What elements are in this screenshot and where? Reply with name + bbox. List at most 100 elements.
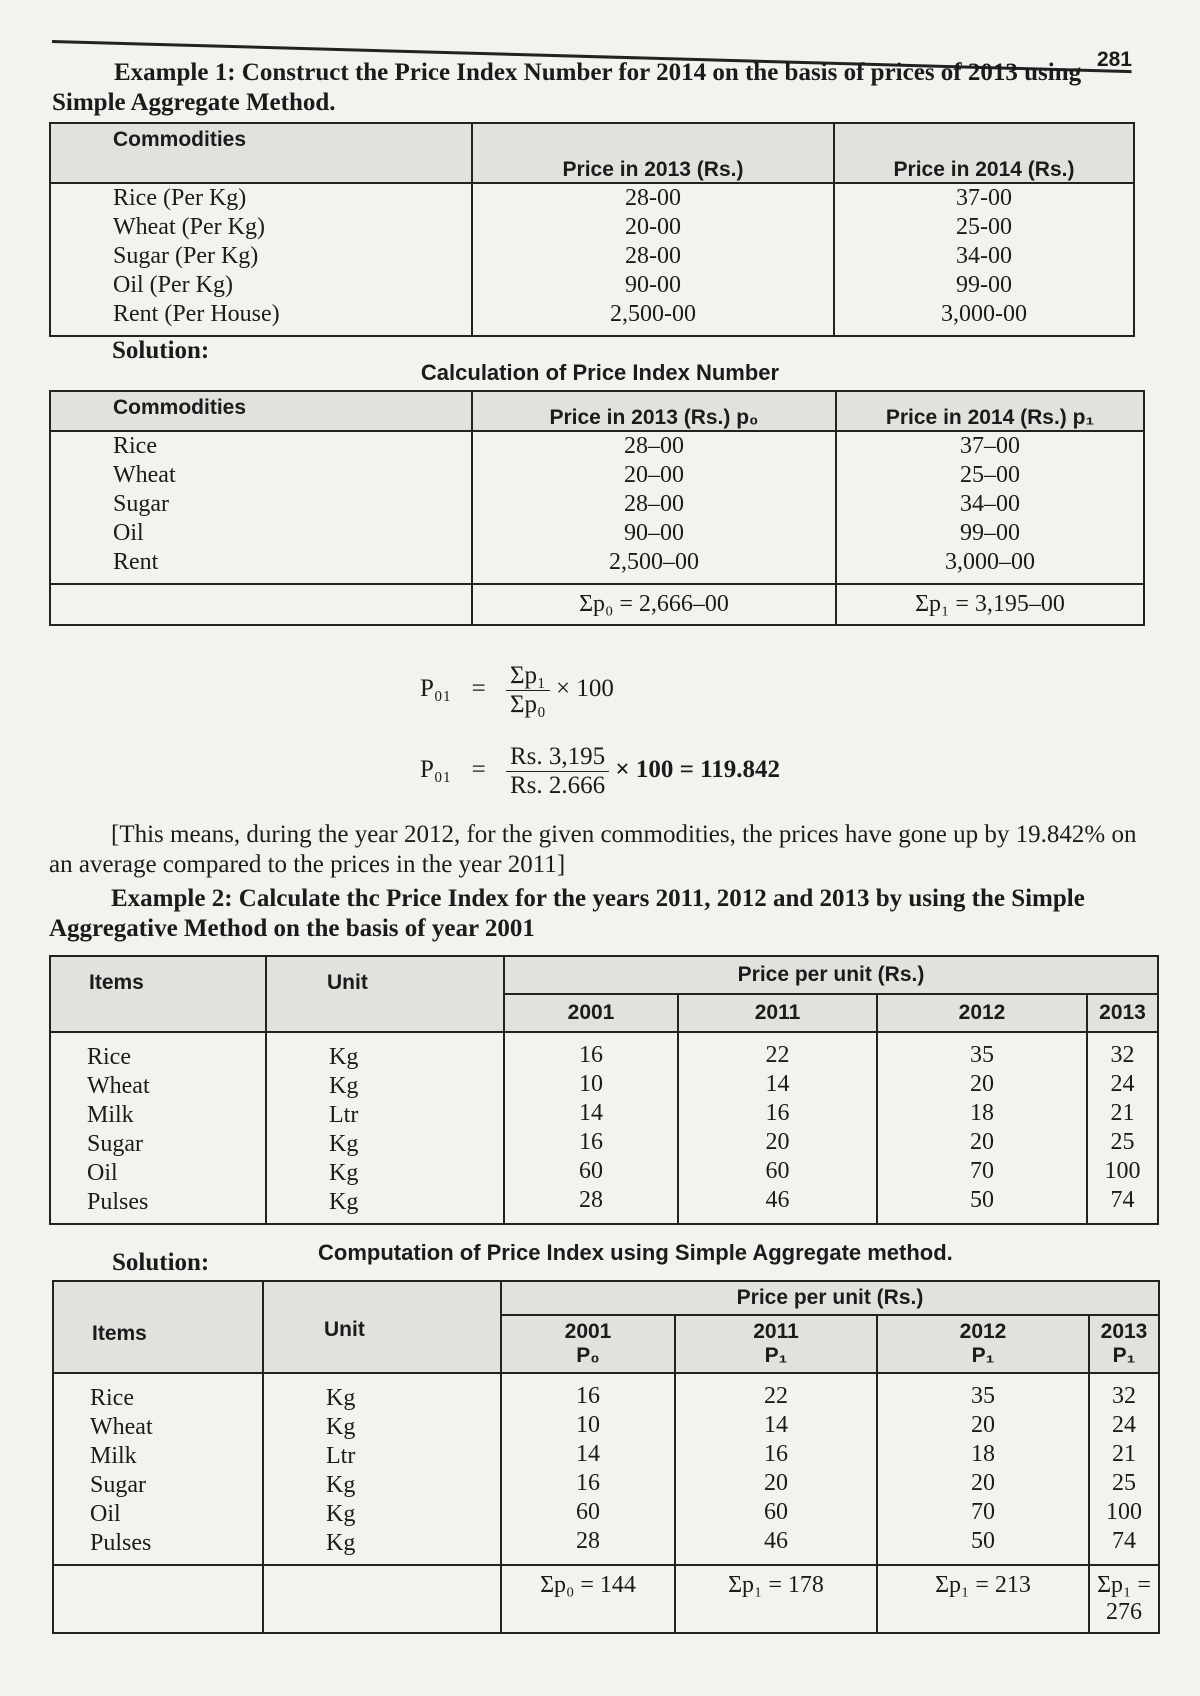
table-cell: 22 (764, 1383, 788, 1409)
table-cell: 37–00 (960, 433, 1020, 459)
table-cell: 99–00 (960, 520, 1020, 546)
sum-2013: Σp₁ = 276 (1088, 1564, 1160, 1633)
table-cell: 100 (1104, 1158, 1141, 1184)
table-cell: 20-00 (625, 214, 681, 240)
formula-eq: = (471, 675, 486, 703)
example2-table: Items Unit Price per unit (Rs.) 2001 201… (49, 955, 1159, 1225)
table-cell: Sugar (Per Kg) (113, 243, 259, 269)
table-cell: 28 (576, 1528, 600, 1554)
year-2013-column: 32 24 21 25 100 74 (1088, 1373, 1160, 1565)
year-header: 2013 (1086, 994, 1159, 1033)
table-cell: 46 (765, 1187, 790, 1213)
sum-cell (262, 1564, 502, 1633)
year-2001-column: 16 10 14 16 60 28 (500, 1373, 676, 1565)
table-cell: 70 (971, 1499, 995, 1525)
table-cell: Wheat (Per Kg) (113, 214, 265, 240)
table-cell: Oil (113, 520, 144, 546)
table-cell: 18 (970, 1100, 994, 1126)
solution-label: Solution: (112, 1249, 210, 1276)
table-cell: Kg (326, 1414, 356, 1440)
formula-1: P₀₁ = Σp₁ Σp₀ × 100 (420, 662, 614, 719)
table-cell: Kg (326, 1501, 356, 1527)
table-cell: 14 (579, 1100, 603, 1126)
table-cell: 74 (1110, 1187, 1135, 1213)
table-cell: Kg (326, 1385, 356, 1411)
table-cell: 14 (764, 1412, 788, 1438)
table-cell: Rice (90, 1385, 134, 1411)
table-cell: 90-00 (625, 272, 681, 298)
table-cell: Oil (90, 1501, 121, 1527)
col-header: Price per unit (Rs.) (503, 956, 1159, 995)
year-2012-column: 35 20 18 20 70 50 (876, 1373, 1090, 1565)
col-header: Price in 2013 (Rs.) p₀ (471, 391, 837, 432)
table-cell: 20 (971, 1470, 995, 1496)
table-cell: 25-00 (956, 214, 1012, 240)
table-cell: Kg (329, 1044, 359, 1070)
symbol-header: P₁ (876, 1344, 1090, 1374)
formula-tail: × 100 (555, 675, 614, 703)
table-cell: 100 (1106, 1499, 1142, 1525)
year-2012-column: 35 20 18 20 70 50 (876, 1032, 1088, 1224)
formula-2: P₀₁ = Rs. 3,195 Rs. 2.666 × 100 = 119.84… (420, 743, 780, 800)
example1-table: Commodities Price in 2013 (Rs.) Price in… (49, 122, 1135, 337)
table-cell: 16 (764, 1441, 788, 1467)
table-cell: 28-00 (625, 185, 681, 211)
table-cell: 20 (970, 1129, 994, 1155)
table-cell: 35 (970, 1042, 994, 1068)
table-cell: Sugar (113, 491, 169, 517)
table-cell: 20–00 (624, 462, 684, 488)
table-cell: Ltr (329, 1102, 359, 1128)
fraction: Σp₁ Σp₀ (505, 662, 550, 719)
table-cell: 10 (579, 1071, 603, 1097)
table-cell: 99-00 (956, 272, 1012, 298)
table-cell: 28-00 (625, 243, 681, 269)
table-cell: Pulses (90, 1530, 152, 1556)
table-cell: 28–00 (624, 491, 684, 517)
table-cell: 37-00 (956, 185, 1012, 211)
table-cell: Oil (Per Kg) (113, 272, 233, 298)
table-cell: Rent (113, 549, 159, 575)
table-cell: Sugar (90, 1472, 146, 1498)
example2-solution-table: Items Unit Price per unit (Rs.) 2001 201… (52, 1280, 1160, 1634)
year-header: 2012 (876, 994, 1088, 1033)
year-2001-column: 16 10 14 16 60 28 (503, 1032, 679, 1224)
year-header: 2013 (1088, 1315, 1160, 1344)
example1-title: Example 1: Construct the Price Index Num… (52, 59, 1082, 116)
table-cell: 20 (765, 1129, 790, 1155)
col-header: Price per unit (Rs.) (500, 1281, 1160, 1316)
table-cell: 3,000–00 (945, 549, 1035, 575)
table-cell: 20 (971, 1412, 995, 1438)
table-cell: 3,000-00 (941, 301, 1027, 327)
symbol-header: P₁ (1088, 1344, 1160, 1374)
table-cell: 2,500–00 (609, 549, 699, 575)
table-cell: 10 (576, 1412, 600, 1438)
table-cell: 74 (1112, 1528, 1136, 1554)
col-header: Unit (265, 956, 505, 1033)
col-header: Items (52, 1281, 264, 1374)
table-cell: 20 (970, 1071, 994, 1097)
sum-2012: Σp₁ = 213 (876, 1564, 1090, 1633)
table-cell: 32 (1112, 1383, 1136, 1409)
table-cell: 34–00 (960, 491, 1020, 517)
table-cell: Wheat (113, 462, 176, 488)
table-cell: 24 (1110, 1071, 1135, 1097)
table-cell: 14 (765, 1071, 790, 1097)
col-header: Price in 2014 (Rs.) p₁ (835, 391, 1145, 432)
table-cell: Wheat (87, 1073, 150, 1099)
year-header: 2001 (503, 994, 679, 1033)
unit-column: Kg Kg Ltr Kg Kg Kg (265, 1032, 505, 1224)
table-caption: Computation of Price Index using Simple … (318, 1240, 953, 1265)
table-cell: 20 (764, 1470, 788, 1496)
table-cell: Oil (87, 1160, 118, 1186)
table-cell: 60 (764, 1499, 788, 1525)
numerator: Rs. 3,195 (505, 743, 610, 772)
col-header: Commodities (49, 391, 473, 432)
table-cell: 34-00 (956, 243, 1012, 269)
table-cell: Kg (329, 1160, 359, 1186)
table-cell: Kg (326, 1530, 356, 1556)
item-column: Rice Wheat Milk Sugar Oil Pulses (52, 1373, 264, 1565)
sum-2001: Σp₀ = 144 (500, 1564, 676, 1633)
solution-label: Solution: (112, 337, 210, 364)
example1-solution-table: Commodities Price in 2013 (Rs.) p₀ Price… (49, 390, 1145, 626)
year-header: 2012 (876, 1315, 1090, 1344)
